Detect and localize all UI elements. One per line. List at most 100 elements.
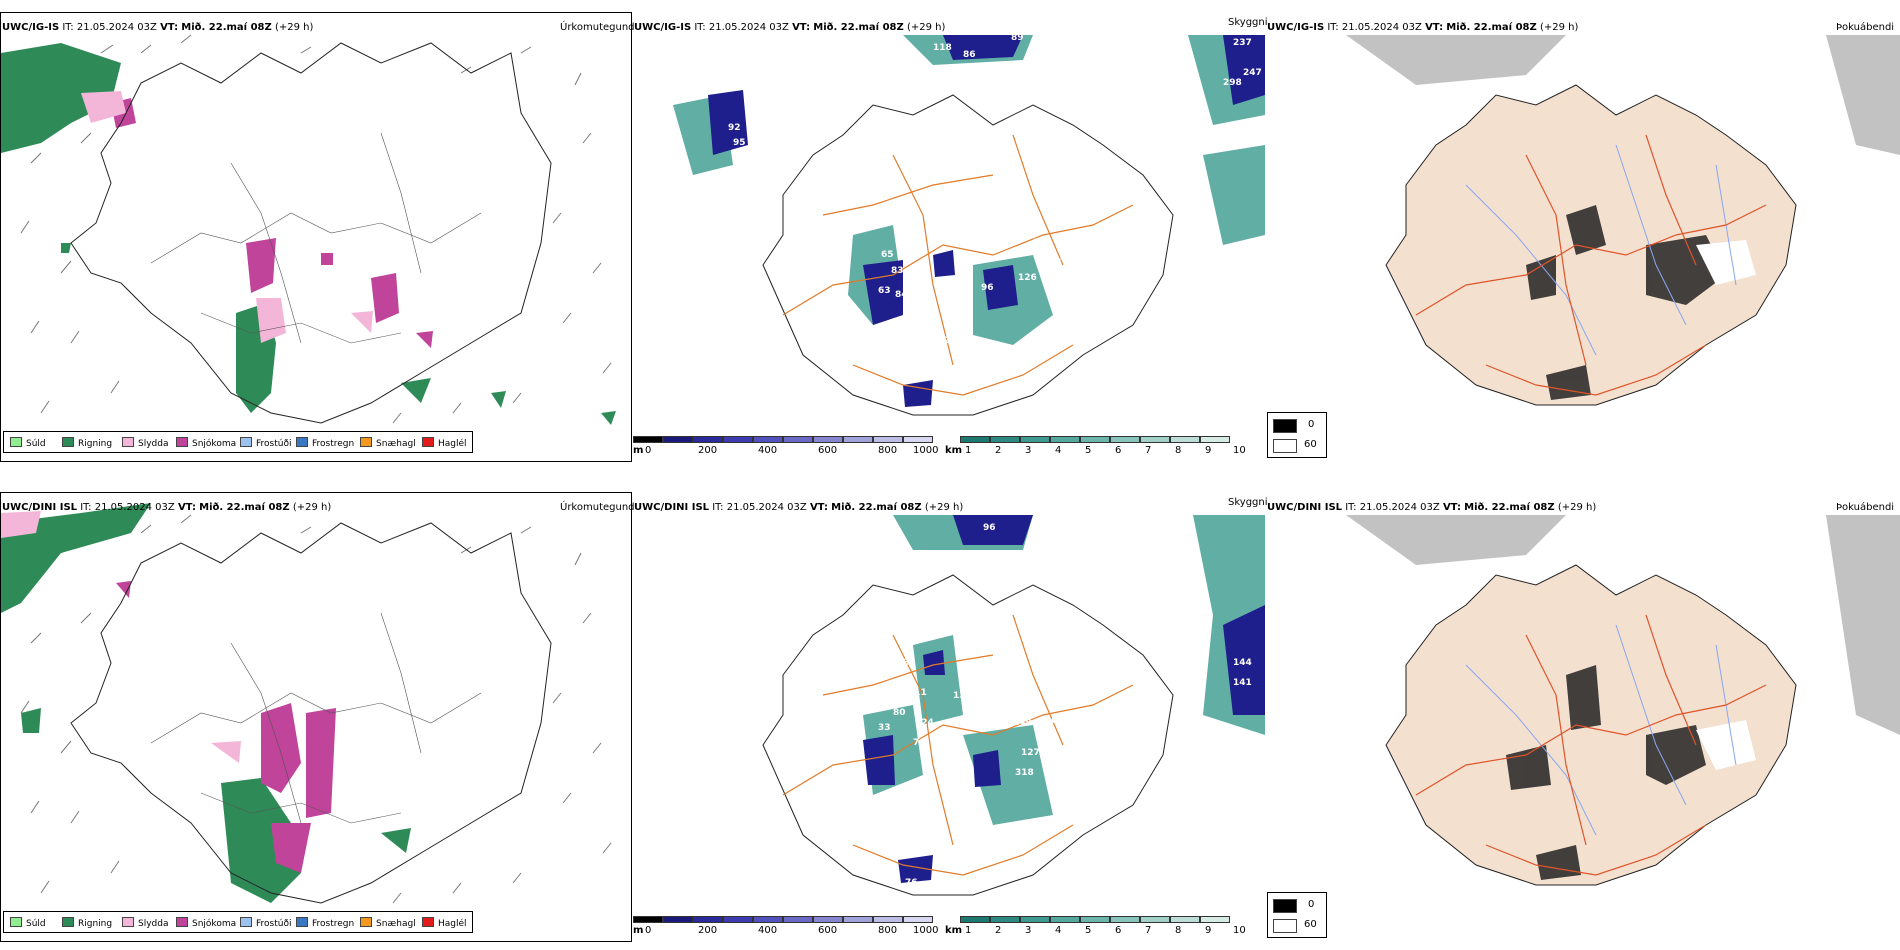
colorbar-m-tick: 400 bbox=[758, 445, 778, 456]
legend-label-sleet: Slydda bbox=[138, 919, 169, 929]
valid-time: Mið. 22.maí 08Z bbox=[1464, 502, 1555, 513]
valid-time: Mið. 22.maí 08Z bbox=[813, 22, 904, 33]
legend-swatch-snow bbox=[176, 437, 188, 447]
header-row1-fog: UWC/IG-IS IT: 21.05.2024 03Z VT: Mið. 22… bbox=[1267, 22, 1578, 34]
visibility-value-label: 124 bbox=[915, 718, 934, 728]
init-time: 21.05.2024 03Z bbox=[708, 22, 789, 33]
valid-time-label: VT: bbox=[1425, 22, 1444, 33]
model-name: UWC/IG-IS bbox=[2, 22, 60, 33]
panel-title-precip-row1: Úrkomutegund bbox=[560, 22, 635, 33]
valid-time: Mið. 22.maí 08Z bbox=[831, 502, 922, 513]
colorbar-m-tick: 1000 bbox=[913, 925, 939, 936]
visibility-value-label: 43 bbox=[978, 638, 991, 648]
visibility-value-label: 164 bbox=[978, 178, 997, 188]
fog-map-row2 bbox=[1346, 515, 1900, 886]
fog-panel-row2 bbox=[1266, 515, 1900, 915]
visibility-value-label: 70 bbox=[903, 373, 916, 383]
precip-rain-area bbox=[1, 503, 411, 903]
visibility-value-label: 296 bbox=[1043, 258, 1062, 268]
colorbar-m-tick: 400 bbox=[758, 925, 778, 936]
legend-swatch-drizzle bbox=[10, 917, 22, 927]
legend-swatch-sleet bbox=[122, 437, 134, 447]
fog-dark-areas bbox=[1506, 665, 1706, 880]
roads bbox=[1415, 614, 1767, 876]
legend-label-drizzle: Súld bbox=[26, 439, 46, 449]
colorbar-km-tick: 6 bbox=[1115, 445, 1122, 456]
visibility-value-label: 30 bbox=[1033, 238, 1046, 248]
legend-label-rain: Rigning bbox=[78, 439, 113, 449]
visibility-value-label: 39 bbox=[911, 838, 924, 848]
roads bbox=[150, 132, 482, 344]
fog-swatch-0 bbox=[1273, 899, 1297, 913]
legend-swatch-hail bbox=[422, 917, 434, 927]
lead-time: (+29 h) bbox=[292, 502, 332, 513]
precip-legend: Súld Rigning Slydda Snjókoma Frostúði Fr… bbox=[3, 911, 473, 933]
legend-swatch-snow-pellets bbox=[360, 917, 372, 927]
fog-white-area bbox=[1696, 720, 1756, 770]
colorbar-km-tick: 10 bbox=[1233, 925, 1246, 936]
model-name: UWC/IG-IS bbox=[1267, 22, 1325, 33]
visibility-value-label: 103 bbox=[891, 658, 910, 668]
colorbar-m-tick: 0 bbox=[645, 925, 652, 936]
valid-time-label: VT: bbox=[1442, 502, 1461, 513]
fog-label-60: 60 bbox=[1304, 439, 1317, 450]
panel-title-precip-row2: Úrkomutegund bbox=[560, 502, 635, 513]
visibility-value-label: 63 bbox=[878, 286, 891, 296]
lead-time: (+29 h) bbox=[274, 22, 314, 33]
coastline bbox=[762, 94, 1174, 416]
fog-sea-shading bbox=[1346, 35, 1900, 155]
colorbar-km-tick: 3 bbox=[1025, 925, 1032, 936]
header-row1-vis: UWC/IG-IS IT: 21.05.2024 03Z VT: Mið. 22… bbox=[634, 22, 945, 34]
visibility-value-label: 80 bbox=[893, 708, 906, 718]
panel-title-fog-row2: Þokuábendi bbox=[1836, 502, 1895, 513]
fog-label-60: 60 bbox=[1304, 919, 1317, 930]
visibility-value-label: 96 bbox=[983, 523, 996, 533]
precip-map-row1 bbox=[1, 34, 616, 425]
colorbar-m-tick: 800 bbox=[878, 925, 898, 936]
legend-swatch-drizzle bbox=[10, 437, 22, 447]
colorbar-km-row1: km 1 2 3 4 5 6 7 8 9 10 bbox=[945, 436, 1265, 458]
visibility-value-label: 144 bbox=[1233, 658, 1252, 668]
legend-swatch-snow-pellets bbox=[360, 437, 372, 447]
legend-swatch-snow bbox=[176, 917, 188, 927]
panel-title-vis-row1: Skyggni bbox=[1228, 17, 1268, 28]
legend-swatch-freezing-drizzle bbox=[240, 437, 252, 447]
colorbar-km-unit: km bbox=[945, 445, 963, 456]
colorbar-m-tick: 200 bbox=[698, 445, 718, 456]
visibility-value-label: 65 bbox=[881, 250, 894, 260]
visibility-value-label: 149 bbox=[1013, 718, 1032, 728]
lead-time: (+29 h) bbox=[924, 502, 964, 513]
fog-swatch-60 bbox=[1273, 439, 1297, 453]
visibility-panel-row1: 118 86 89 237 247 298 92 95 38 164 10 61 65 83 63 84 32 3… bbox=[633, 35, 1265, 450]
colorbar-km-tick: 10 bbox=[1233, 445, 1246, 456]
visibility-value-label: 24 bbox=[1053, 268, 1066, 278]
init-time-label: IT: bbox=[80, 502, 92, 513]
precip-sleet-area bbox=[1, 511, 241, 763]
visibility-value-label: 111 bbox=[908, 688, 927, 698]
visibility-value-label: 318 bbox=[1015, 768, 1034, 778]
colorbar-km-tick: 9 bbox=[1205, 445, 1212, 456]
valid-time: Mið. 22.maí 08Z bbox=[199, 502, 290, 513]
legend-swatch-rain bbox=[62, 917, 74, 927]
lead-time: (+29 h) bbox=[906, 22, 946, 33]
legend-label-snow: Snjókoma bbox=[192, 919, 237, 929]
colorbar-m-tick: 200 bbox=[698, 925, 718, 936]
header-row1: UWC/IG-IS IT: 21.05.2024 03Z VT: Mið. 22… bbox=[2, 22, 313, 34]
colorbar-m-tick: 600 bbox=[818, 445, 838, 456]
visibility-value-label: 247 bbox=[1243, 68, 1262, 78]
valid-time: Mið. 22.maí 08Z bbox=[1446, 22, 1537, 33]
vis-dark-areas bbox=[863, 515, 1265, 883]
colorbar-km-tick: 1 bbox=[965, 925, 972, 936]
roads bbox=[150, 612, 482, 824]
colorbar-km-tick: 4 bbox=[1055, 925, 1062, 936]
fog-white-area bbox=[1696, 240, 1756, 285]
colorbar-km-tick: 5 bbox=[1085, 925, 1092, 936]
init-time-label: IT: bbox=[712, 502, 724, 513]
visibility-value-label: 118 bbox=[933, 43, 952, 53]
legend-label-hail: Haglél bbox=[438, 919, 467, 929]
visibility-value-label: 39 bbox=[911, 328, 924, 338]
colorbar-km-tick: 3 bbox=[1025, 445, 1032, 456]
visibility-value-label: 89 bbox=[1011, 35, 1024, 43]
visibility-value-label: 10 bbox=[908, 228, 921, 238]
